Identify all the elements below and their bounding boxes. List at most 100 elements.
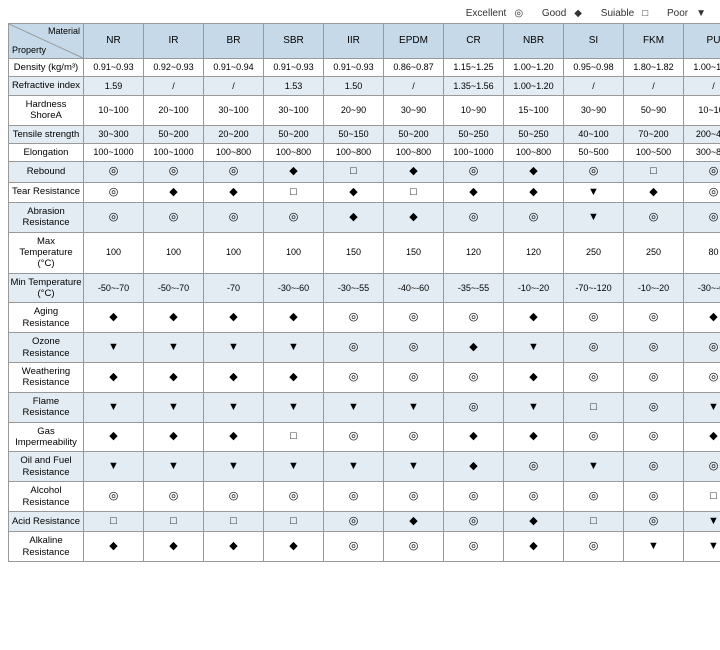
table-cell: □ bbox=[684, 482, 720, 512]
table-cell: / bbox=[564, 77, 624, 95]
table-cell: ▼ bbox=[144, 452, 204, 482]
table-cell: ◆ bbox=[264, 363, 324, 393]
table-cell: ▼ bbox=[144, 333, 204, 363]
table-cell: ◎ bbox=[624, 392, 684, 422]
table-cell: ◆ bbox=[324, 182, 384, 202]
table-cell: ◎ bbox=[384, 422, 444, 452]
column-header: FKM bbox=[624, 24, 684, 59]
table-cell: ◎ bbox=[204, 162, 264, 182]
table-cell: ◎ bbox=[564, 333, 624, 363]
table-cell: ◎ bbox=[564, 422, 624, 452]
row-header: Alkaline Resistance bbox=[9, 532, 84, 562]
table-cell: □ bbox=[144, 511, 204, 531]
table-cell: -10~-20 bbox=[624, 273, 684, 303]
table-cell: ◆ bbox=[384, 162, 444, 182]
row-header: Rebound bbox=[9, 162, 84, 182]
row-header: Elongation bbox=[9, 143, 84, 161]
table-cell: ◎ bbox=[444, 532, 504, 562]
table-cell: 1.53 bbox=[264, 77, 324, 95]
table-cell: ◎ bbox=[444, 392, 504, 422]
table-cell: □ bbox=[564, 511, 624, 531]
row-header: Tensile strength bbox=[9, 125, 84, 143]
table-cell: 30~90 bbox=[384, 95, 444, 125]
column-header: NR bbox=[84, 24, 144, 59]
row-header: Hardness ShoreA bbox=[9, 95, 84, 125]
row-header: Acid Resistance bbox=[9, 511, 84, 531]
table-cell: 0.91~0.93 bbox=[264, 59, 324, 77]
table-cell: ◎ bbox=[324, 422, 384, 452]
table-cell: ◎ bbox=[684, 162, 720, 182]
table-cell: ◆ bbox=[504, 182, 564, 202]
table-cell: 20~200 bbox=[204, 125, 264, 143]
row-header: Flame Resistance bbox=[9, 392, 84, 422]
corner-property-label: Property bbox=[12, 45, 46, 56]
table-cell: ◆ bbox=[504, 532, 564, 562]
table-cell: ◎ bbox=[564, 162, 624, 182]
table-cell: ◆ bbox=[84, 363, 144, 393]
table-cell: 30~90 bbox=[564, 95, 624, 125]
table-cell: ◎ bbox=[564, 532, 624, 562]
table-cell: ▼ bbox=[384, 392, 444, 422]
table-cell: 10~100 bbox=[84, 95, 144, 125]
table-cell: ◎ bbox=[564, 482, 624, 512]
table-cell: ◎ bbox=[324, 511, 384, 531]
table-cell: □ bbox=[204, 511, 264, 531]
corner-header: Material Property bbox=[9, 24, 84, 59]
row-header: Min Temperature (°C) bbox=[9, 273, 84, 303]
table-cell: ◎ bbox=[84, 182, 144, 202]
table-cell: □ bbox=[564, 392, 624, 422]
table-cell: -70 bbox=[204, 273, 264, 303]
table-cell: 50~250 bbox=[444, 125, 504, 143]
table-cell: ◆ bbox=[384, 511, 444, 531]
table-cell: ▼ bbox=[684, 532, 720, 562]
table-cell: ▼ bbox=[684, 392, 720, 422]
row-header: Gas Impermeability bbox=[9, 422, 84, 452]
table-cell: 80 bbox=[684, 232, 720, 273]
table-cell: 100~800 bbox=[384, 143, 444, 161]
table-cell: / bbox=[384, 77, 444, 95]
table-cell: 1.59 bbox=[84, 77, 144, 95]
table-cell: ◆ bbox=[264, 162, 324, 182]
table-cell: 100~800 bbox=[264, 143, 324, 161]
table-cell: ▼ bbox=[384, 452, 444, 482]
column-header: IR bbox=[144, 24, 204, 59]
table-cell: ◎ bbox=[504, 482, 564, 512]
table-cell: ◆ bbox=[144, 422, 204, 452]
table-cell: ▼ bbox=[84, 333, 144, 363]
table-cell: ▼ bbox=[504, 333, 564, 363]
table-cell: ▼ bbox=[624, 532, 684, 562]
row-header: Ozone Resistance bbox=[9, 333, 84, 363]
column-header: IIR bbox=[324, 24, 384, 59]
table-cell: ▼ bbox=[504, 392, 564, 422]
table-cell: 1.50 bbox=[324, 77, 384, 95]
table-cell: 40~100 bbox=[564, 125, 624, 143]
table-cell: 100 bbox=[264, 232, 324, 273]
table-cell: ◎ bbox=[444, 202, 504, 232]
table-cell: ◎ bbox=[624, 452, 684, 482]
table-cell: 150 bbox=[324, 232, 384, 273]
table-cell: 120 bbox=[444, 232, 504, 273]
table-cell: 100~1000 bbox=[84, 143, 144, 161]
table-cell: ◎ bbox=[324, 333, 384, 363]
table-cell: -70~-120 bbox=[564, 273, 624, 303]
table-cell: 50~150 bbox=[324, 125, 384, 143]
table-cell: ◆ bbox=[144, 303, 204, 333]
row-header: Tear Resistance bbox=[9, 182, 84, 202]
table-cell: ◆ bbox=[504, 363, 564, 393]
table-cell: ◎ bbox=[444, 162, 504, 182]
table-cell: 100~800 bbox=[504, 143, 564, 161]
table-cell: ◎ bbox=[624, 303, 684, 333]
table-cell: ◎ bbox=[684, 202, 720, 232]
table-cell: 15~100 bbox=[504, 95, 564, 125]
table-cell: ▼ bbox=[84, 392, 144, 422]
table-cell: -30~-60 bbox=[264, 273, 324, 303]
table-cell: -35~-55 bbox=[444, 273, 504, 303]
table-cell: 250 bbox=[624, 232, 684, 273]
table-cell: 1.00~1.20 bbox=[504, 77, 564, 95]
column-header: BR bbox=[204, 24, 264, 59]
table-cell: ▼ bbox=[84, 452, 144, 482]
table-cell: ◎ bbox=[324, 532, 384, 562]
table-cell: 100 bbox=[84, 232, 144, 273]
table-cell: ◎ bbox=[264, 202, 324, 232]
table-cell: ◎ bbox=[324, 482, 384, 512]
